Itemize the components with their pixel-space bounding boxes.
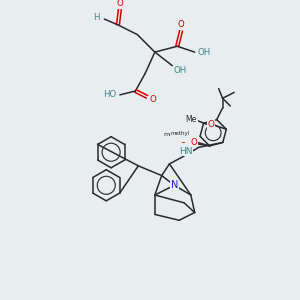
Text: HO: HO bbox=[103, 90, 117, 99]
Text: O: O bbox=[178, 20, 184, 29]
Text: O: O bbox=[179, 136, 186, 145]
Text: O: O bbox=[207, 120, 214, 129]
Text: O: O bbox=[116, 0, 123, 8]
Text: Me: Me bbox=[186, 115, 197, 124]
Text: O: O bbox=[149, 95, 156, 104]
Text: N: N bbox=[171, 180, 178, 190]
Text: HN: HN bbox=[179, 147, 193, 156]
Text: H: H bbox=[93, 13, 100, 22]
Text: OH: OH bbox=[198, 48, 211, 57]
Text: OH: OH bbox=[173, 66, 187, 75]
Text: O: O bbox=[191, 137, 197, 146]
Text: methyl: methyl bbox=[171, 131, 190, 142]
Text: methyl: methyl bbox=[164, 132, 186, 137]
